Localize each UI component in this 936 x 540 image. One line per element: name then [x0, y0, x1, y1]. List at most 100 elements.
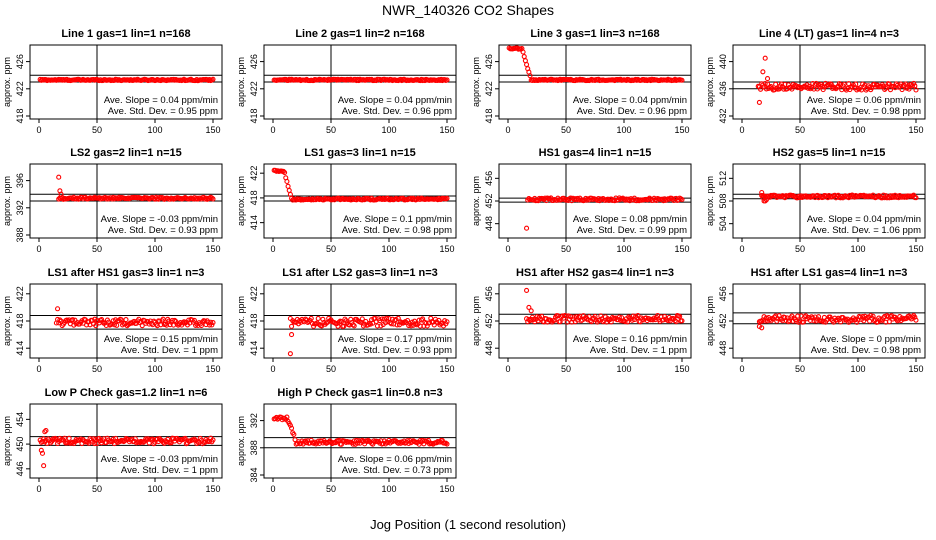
x-tick-label: 150 — [908, 364, 923, 374]
y-tick-label: 422 — [249, 166, 259, 181]
y-tick-label: 454 — [15, 412, 25, 427]
data-point — [526, 316, 532, 322]
x-tick-label: 150 — [674, 364, 689, 374]
y-axis-label: approx. ppm — [236, 296, 246, 346]
x-tick-label: 0 — [36, 364, 41, 374]
data-point — [846, 81, 852, 87]
y-tick-label: 448 — [484, 341, 494, 356]
panel-title: HS1 after HS2 gas=4 lin=1 n=3 — [516, 267, 674, 279]
panel-12: HS1 after LS1 gas=4 lin=1 n=3 0 50 100 150 44… — [705, 267, 926, 374]
data-point — [418, 317, 425, 323]
data-point — [762, 198, 768, 204]
slope-text: Ave. Slope = 0.16 ppm/min — [573, 334, 687, 345]
x-tick-label: 150 — [674, 125, 689, 135]
data-point — [99, 317, 105, 323]
x-tick-label: 50 — [795, 244, 805, 254]
data-point — [841, 81, 847, 87]
data-point — [673, 319, 679, 325]
x-tick-label: 100 — [850, 125, 865, 135]
data-point — [679, 318, 685, 324]
y-tick-label: 440 — [718, 54, 728, 69]
y-axis-label: approx. ppm — [2, 176, 12, 226]
data-point — [576, 314, 582, 321]
data-point — [912, 314, 918, 320]
y-axis-label: approx. ppm — [2, 57, 12, 107]
y-tick-label: 452 — [484, 193, 494, 208]
y-axis-label: approx. ppm — [705, 176, 715, 226]
data-point — [629, 317, 635, 323]
x-tick-label: 150 — [439, 484, 454, 494]
data-point — [870, 313, 876, 319]
panel-1: Line 1 gas=1 lin=1 n=168 0 50 100 150 418 422 4… — [2, 28, 223, 135]
data-point — [762, 80, 768, 87]
x-tick-label: 0 — [505, 125, 510, 135]
slope-text: Ave. Slope = -0.03 ppm/min — [101, 214, 218, 225]
y-tick-label: 456 — [718, 286, 728, 301]
data-point — [571, 314, 577, 320]
data-point — [41, 463, 47, 469]
data-point — [315, 315, 321, 321]
data-point — [420, 316, 426, 322]
panel-title: LS1 gas=3 lin=1 n=15 — [304, 147, 416, 159]
data-point — [764, 76, 771, 82]
x-tick-label: 100 — [381, 364, 396, 374]
data-point — [379, 316, 385, 322]
x-tick-label: 0 — [505, 364, 510, 374]
data-point — [61, 435, 68, 441]
x-tick-label: 100 — [850, 364, 865, 374]
x-tick-label: 100 — [850, 244, 865, 254]
y-axis-label: approx. ppm — [471, 57, 481, 107]
x-tick-label: 0 — [739, 244, 744, 254]
data-point — [528, 308, 534, 314]
slope-text: Ave. Slope = 0.04 ppm/min — [338, 95, 452, 106]
data-point — [210, 76, 216, 82]
data-point — [842, 316, 848, 322]
y-tick-label: 456 — [484, 171, 494, 186]
data-point — [359, 316, 365, 322]
data-point — [557, 319, 563, 325]
slope-text: Ave. Slope = 0.04 ppm/min — [573, 95, 687, 106]
x-tick-label: 0 — [270, 244, 275, 254]
y-axis-label: approx. ppm — [2, 416, 12, 466]
data-point — [289, 332, 295, 338]
data-point — [39, 450, 46, 456]
data-point — [672, 318, 678, 324]
data-point — [847, 318, 853, 324]
data-point — [284, 178, 290, 185]
slope-text: Ave. Slope = 0.04 ppm/min — [104, 95, 218, 106]
y-tick-label: 426 — [15, 54, 25, 69]
y-tick-label: 388 — [15, 227, 25, 242]
x-tick-label: 50 — [561, 125, 571, 135]
std-dev-text: Ave. Std. Dev. = 0.98 ppm — [811, 106, 921, 117]
data-point — [679, 77, 685, 83]
data-point — [66, 435, 72, 441]
slope-text: Ave. Slope = 0.04 ppm/min — [807, 214, 921, 225]
y-tick-label: 422 — [249, 81, 259, 96]
data-point — [785, 319, 791, 325]
data-point — [526, 304, 532, 310]
y-tick-label: 446 — [15, 461, 25, 476]
y-tick-label: 452 — [484, 313, 494, 328]
data-point — [172, 317, 178, 323]
data-point — [140, 439, 146, 445]
data-point — [622, 319, 628, 325]
x-tick-label: 100 — [616, 364, 631, 374]
data-point — [70, 317, 76, 323]
x-tick-label: 0 — [270, 364, 275, 374]
y-tick-label: 452 — [718, 313, 728, 328]
data-point — [411, 318, 418, 324]
x-tick-label: 100 — [381, 125, 396, 135]
data-point — [879, 195, 885, 201]
y-tick-label: 418 — [249, 190, 259, 205]
y-tick-label: 418 — [484, 108, 494, 123]
y-tick-label: 414 — [249, 341, 259, 356]
std-dev-text: Ave. Std. Dev. = 1 ppm — [590, 345, 687, 356]
data-point — [444, 319, 450, 325]
panel-frame — [263, 403, 457, 479]
data-point — [834, 84, 840, 90]
data-point — [624, 319, 631, 325]
std-dev-text: Ave. Std. Dev. = 0.96 ppm — [577, 106, 687, 117]
data-point — [57, 317, 63, 323]
x-tick-label: 100 — [381, 244, 396, 254]
data-point — [210, 320, 216, 326]
